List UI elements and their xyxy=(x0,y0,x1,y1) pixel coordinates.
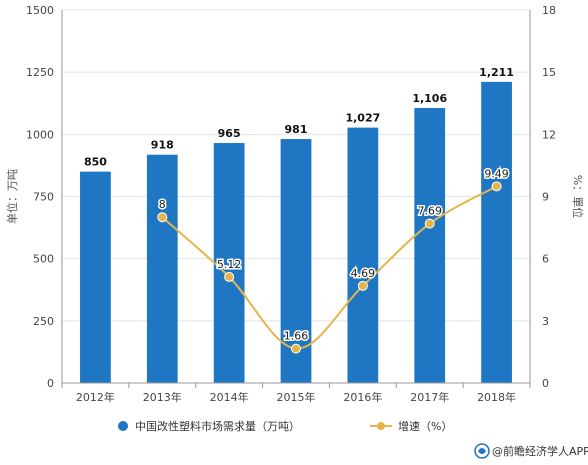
bar xyxy=(414,107,446,383)
y-tick-label: 1000 xyxy=(26,128,54,141)
x-tick-label: 2012年 xyxy=(76,390,115,404)
x-tick-label: 2018年 xyxy=(477,390,516,404)
y2-tick-label: 12 xyxy=(542,128,556,141)
y2-tick-label: 0 xyxy=(542,377,549,390)
x-tick-label: 2016年 xyxy=(343,390,382,404)
legend-line-label: 增速（%） xyxy=(398,419,452,433)
y2-tick-label: 6 xyxy=(542,253,549,266)
app-logo-mark xyxy=(478,448,486,454)
bar xyxy=(213,143,245,383)
growth-value-label: 9.49 xyxy=(484,167,509,180)
source-label: @前瞻经济学人APP xyxy=(492,444,588,458)
legend-line-dot xyxy=(377,422,385,430)
bar xyxy=(80,171,111,383)
growth-point xyxy=(357,280,368,291)
growth-point xyxy=(424,218,435,229)
y-tick-label: 750 xyxy=(33,191,54,204)
bar-value-label: 1,027 xyxy=(345,112,380,125)
legend-bar-label: 中国改性塑料市场需求量（万吨） xyxy=(135,419,300,433)
bar-value-label: 965 xyxy=(218,127,241,140)
bar-value-label: 981 xyxy=(285,123,308,136)
bar-value-label: 1,106 xyxy=(412,92,447,105)
labels: 850 918 965 981 1,027 1,106 1,211 8 5.12 1.66 4.69… xyxy=(84,66,514,344)
y-tick-label: 0 xyxy=(47,377,54,390)
y2-axis-title: %：單位 xyxy=(571,175,585,218)
legend: 中国改性塑料市场需求量（万吨） 增速（%） xyxy=(118,419,452,433)
y2-tick-label: 15 xyxy=(542,66,556,79)
bar xyxy=(146,154,178,383)
growth-curve xyxy=(161,185,498,350)
growth-line xyxy=(157,181,502,354)
legend-bar-marker xyxy=(118,421,128,431)
y2-tick-label: 18 xyxy=(542,4,556,17)
bar-value-label: 1,211 xyxy=(479,66,514,79)
growth-value-label: 4.69 xyxy=(351,267,376,280)
source: @前瞻经济学人APP xyxy=(474,443,588,459)
y2-tick-label: 3 xyxy=(542,315,549,328)
growth-value-label: 8 xyxy=(159,198,166,211)
x-tick-label: 2017年 xyxy=(410,390,449,404)
bar xyxy=(481,81,512,383)
y-tick-label: 1250 xyxy=(26,66,54,79)
y-axis-title: 单位：万吨 xyxy=(5,169,19,224)
growth-point xyxy=(157,212,168,223)
growth-point xyxy=(491,181,502,192)
bar xyxy=(347,127,379,384)
growth-point xyxy=(224,271,235,282)
growth-point xyxy=(291,343,301,354)
y-tick-label: 500 xyxy=(33,253,54,266)
x-tick-label: 2015年 xyxy=(277,390,316,404)
bar-value-label: 850 xyxy=(84,156,107,169)
bars xyxy=(80,81,512,384)
y2-tick-label: 9 xyxy=(542,191,549,204)
bar xyxy=(280,139,312,383)
y-tick-label: 1500 xyxy=(26,4,54,17)
growth-value-label: 1.66 xyxy=(284,330,309,343)
x-tick-label: 2013年 xyxy=(143,390,182,404)
axes: 0 250 500 750 1000 1250 1500 0 3 6 9 12 15 18 2012年 201… xyxy=(26,4,556,404)
growth-value-label: 5.12 xyxy=(217,258,242,271)
y-tick-label: 250 xyxy=(33,315,54,328)
bar-value-label: 918 xyxy=(151,139,174,152)
x-tick-label: 2014年 xyxy=(210,390,249,404)
growth-value-label: 7.69 xyxy=(417,205,442,218)
